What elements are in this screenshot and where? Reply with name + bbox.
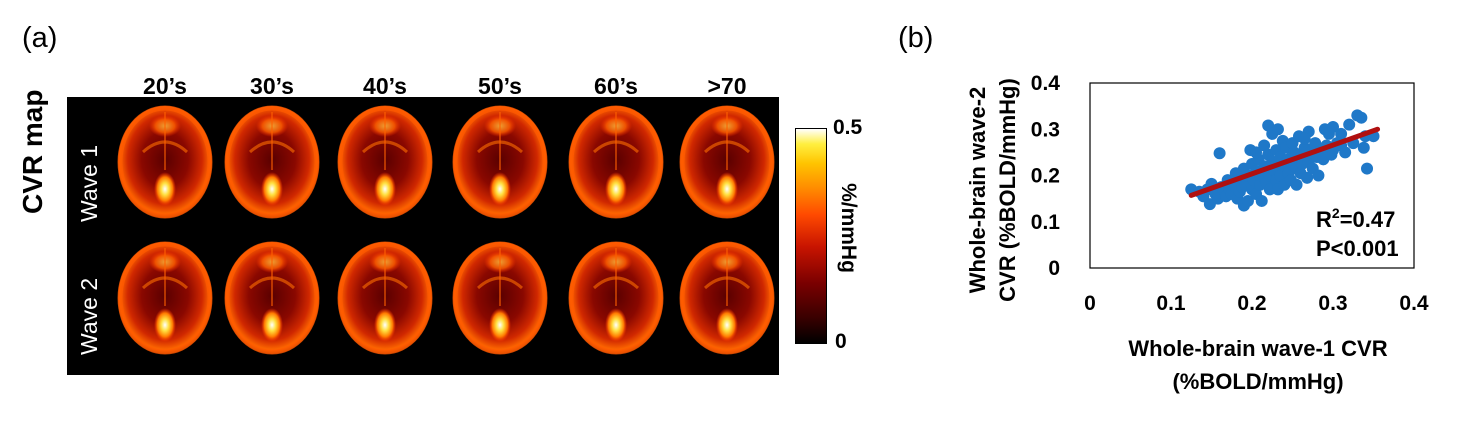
brain-map-wave1-col2 <box>224 105 320 219</box>
y-axis-label-line2: CVR (%BOLD/mmHg) <box>995 78 1020 302</box>
y-axis-label-line1: Whole-brain wave-2 <box>965 86 990 294</box>
age-label-40s: 40’s <box>363 73 407 99</box>
panel-a-letter: (a) <box>22 22 58 54</box>
scatter-point <box>1255 194 1268 207</box>
scatter-point <box>1301 171 1314 184</box>
y-axis-label: Whole-brain wave-2 CVR (%BOLD/mmHg) <box>963 78 1023 302</box>
brain-map-wave1-col4 <box>452 105 548 219</box>
colorbar-min-label: 0 <box>835 330 847 353</box>
brain-map-wave2-col4 <box>452 241 548 355</box>
y-tick-label: 0 <box>1048 257 1060 280</box>
x-tick-label: 0 <box>1084 292 1096 315</box>
brain-map-wave1-col1 <box>117 105 213 219</box>
r-squared-sup: 2 <box>1332 205 1340 221</box>
age-label-50s: 50’s <box>478 73 522 99</box>
x-axis-label-line1: Whole-brain wave-1 CVR <box>1128 336 1388 361</box>
brain-map-wave2-col5 <box>568 241 664 355</box>
colorbar-max-label: 0.5 <box>833 116 863 139</box>
age-label-20s: 20’s <box>143 73 187 99</box>
brain-map-wave1-col6 <box>679 105 775 219</box>
scatter-point <box>1290 178 1303 191</box>
x-tick-label: 0.1 <box>1156 292 1186 315</box>
scatter-point <box>1361 162 1374 175</box>
brain-map-wave1-col5 <box>568 105 664 219</box>
brain-map-wave1-col3 <box>337 105 433 219</box>
regression-line <box>1188 126 1381 198</box>
scatter-point <box>1250 146 1263 159</box>
panel-b-letter: (b) <box>898 22 934 54</box>
scatter-point <box>1258 139 1271 152</box>
age-label-70plus: >70 <box>707 73 747 99</box>
scatter-point <box>1213 147 1226 160</box>
scatter-point <box>1335 127 1348 140</box>
age-label-60s: 60’s <box>594 73 638 99</box>
x-tick-label: 0.4 <box>1399 292 1429 315</box>
scatter-point <box>1327 120 1339 133</box>
scatter-point <box>1355 111 1368 124</box>
scatter-point <box>1357 141 1370 154</box>
y-tick-label: 0.4 <box>1031 72 1061 95</box>
x-tick-label: 0.2 <box>1237 292 1266 315</box>
scatter-point <box>1241 194 1254 207</box>
r-squared-base: R <box>1316 207 1332 232</box>
p-value-text: P<0.001 <box>1316 236 1399 261</box>
brain-map-wave2-col2 <box>224 241 320 355</box>
x-tick-label: 0.3 <box>1318 292 1347 315</box>
x-axis-label: Whole-brain wave-1 CVR (%BOLD/mmHg) <box>1098 332 1418 398</box>
plot-frame <box>1089 82 1415 269</box>
scatter-point <box>1312 169 1325 182</box>
y-tick-label: 0.1 <box>1031 211 1061 234</box>
r-squared-value: =0.47 <box>1340 207 1396 232</box>
age-label-30s: 30’s <box>250 73 294 99</box>
colorbar <box>795 128 827 344</box>
brain-map-wave2-col3 <box>337 241 433 355</box>
y-tick-label: 0.2 <box>1031 165 1060 188</box>
scatter-point <box>1298 132 1311 145</box>
y-tick-label: 0.3 <box>1031 118 1060 141</box>
scatter-point <box>1343 118 1356 131</box>
brain-map-wave2-col6 <box>679 241 775 355</box>
scatter-point <box>1271 123 1284 136</box>
brain-map-wave2-col1 <box>117 241 213 355</box>
r-squared-text: R2=0.47 <box>1316 205 1395 232</box>
x-axis-label-line2: (%BOLD/mmHg) <box>1172 369 1344 394</box>
